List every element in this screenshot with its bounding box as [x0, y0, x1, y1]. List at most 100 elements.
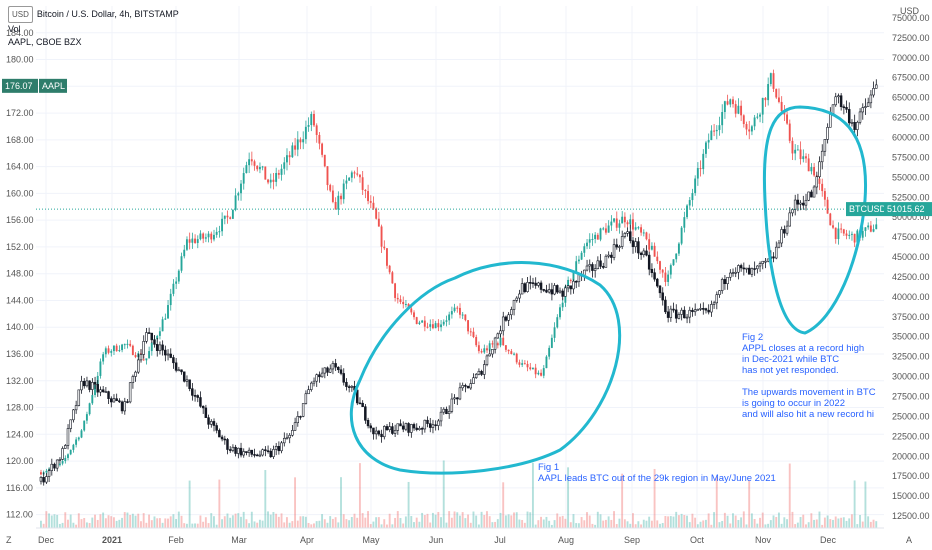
candle-body — [842, 229, 845, 234]
candle-body — [683, 217, 686, 228]
volume-bar — [391, 524, 394, 528]
candle-body — [807, 191, 810, 201]
candle-body — [812, 186, 816, 198]
volume-bar — [853, 480, 856, 528]
volume-bar — [272, 511, 275, 528]
candle-body — [723, 101, 726, 113]
volume-bar — [523, 522, 526, 528]
volume-bar — [194, 523, 196, 528]
candle-body — [93, 382, 97, 385]
time-tick-label: Dec — [38, 535, 55, 545]
candle-body — [858, 111, 862, 123]
candle-body — [102, 354, 105, 362]
candle-body — [101, 389, 105, 393]
candle-body — [255, 454, 259, 457]
candle-body — [356, 173, 359, 175]
volume-bar — [640, 524, 643, 528]
right-price-axis: 12500.00 15000.00 17500.00 20000.00 22500.00… — [884, 0, 932, 550]
volume-bar — [875, 521, 878, 528]
candle-body — [82, 380, 86, 387]
volume-bar — [799, 517, 802, 528]
left-tick-label: 168.00 — [6, 135, 34, 145]
volume-bar — [561, 515, 564, 528]
volume-bar — [588, 515, 591, 528]
candle-body — [856, 230, 859, 243]
candle-body — [664, 272, 667, 282]
volume-bar — [296, 520, 299, 528]
candle-body — [496, 343, 499, 346]
right-tick-label: 72500.00 — [892, 33, 930, 43]
volume-bar — [204, 517, 207, 528]
currency-badge[interactable]: USD — [8, 6, 33, 23]
candle-body — [261, 449, 264, 456]
candle-body — [226, 439, 229, 450]
candle-body — [250, 449, 254, 455]
volume-bar — [602, 520, 605, 528]
volume-bar — [721, 520, 724, 528]
volume-bar — [496, 519, 499, 528]
candle-body — [537, 282, 540, 286]
volume-bar — [826, 515, 829, 528]
candle-body — [83, 420, 86, 431]
candle-body — [559, 307, 561, 318]
candle-body — [396, 423, 400, 431]
volume-bar — [85, 522, 88, 528]
volume-bar — [718, 522, 721, 528]
right-tick-label: 47500.00 — [892, 232, 930, 242]
candle-body — [110, 351, 113, 353]
volume-bar — [575, 523, 578, 528]
candle-body — [794, 149, 797, 154]
time-tick-label: Feb — [168, 535, 184, 545]
volume-bar — [80, 519, 83, 528]
candle-body — [867, 225, 870, 228]
candle-body — [696, 168, 699, 179]
volume-bar — [367, 511, 369, 528]
volume-bar — [118, 519, 121, 528]
candle-body — [642, 232, 645, 234]
volume-bar — [126, 512, 129, 528]
candle-body — [810, 167, 813, 172]
candle-body — [191, 238, 194, 243]
candle-body — [234, 446, 237, 454]
candle-body — [796, 149, 799, 151]
candle-body — [342, 373, 345, 383]
candle-body — [221, 218, 224, 232]
grid-lines — [36, 6, 884, 528]
candle-body — [166, 353, 170, 356]
right-tick-label: 17500.00 — [892, 471, 930, 481]
time-axis: Dec 2021 Feb Mar Apr May Jun Jul Aug Sep Oct Nov Dec… — [6, 527, 912, 545]
candle-body — [326, 367, 329, 373]
volume-bar — [756, 523, 759, 528]
candle-body — [218, 430, 221, 438]
candle-body — [64, 457, 67, 462]
volume-bar — [148, 514, 151, 528]
candle-body — [669, 265, 672, 275]
candle-body — [264, 166, 267, 180]
volume-bar — [221, 519, 224, 528]
candle-body — [72, 444, 75, 450]
candle-body — [264, 449, 267, 451]
right-tick-label: 75000.00 — [892, 13, 930, 23]
candle-body — [847, 109, 851, 124]
candle-body — [75, 439, 78, 445]
candle-body — [694, 178, 697, 194]
candle-body — [815, 176, 819, 188]
candle-body — [99, 361, 102, 376]
candle-body — [366, 419, 370, 427]
candle-body — [639, 252, 643, 256]
candle-body — [591, 264, 594, 271]
left-tick-label: 148.00 — [6, 269, 34, 279]
volume-bar — [807, 522, 810, 528]
candle-body — [348, 177, 351, 181]
volume-bar — [107, 515, 110, 528]
volume-bar — [742, 511, 745, 528]
candle-body — [561, 302, 564, 308]
candle-body — [502, 337, 505, 346]
volume-bar — [456, 512, 459, 528]
fig2-line4: The upwards movement in BTC — [742, 387, 876, 398]
volume-bar — [842, 517, 845, 528]
candle-body — [493, 337, 497, 350]
candle-body — [805, 156, 807, 159]
volume-bar — [153, 516, 156, 528]
